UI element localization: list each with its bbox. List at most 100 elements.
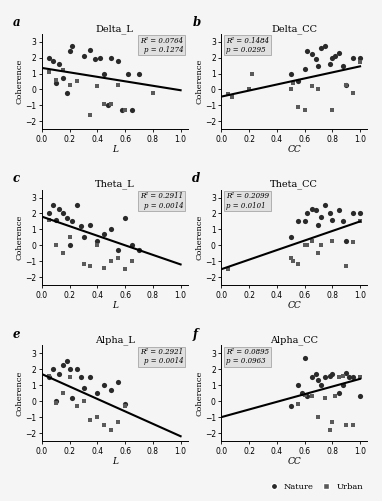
Point (357, 373, 363, 381)
Point (108, 386, 114, 394)
Point (53, 216, 59, 224)
Title: Alpha_L: Alpha_L (95, 336, 135, 345)
Point (336, 389, 342, 397)
Point (322, 373, 329, 381)
X-axis label: CC: CC (287, 301, 301, 310)
Point (318, 241, 324, 249)
Y-axis label: Coherence: Coherence (16, 214, 24, 260)
Point (343, 81, 349, 89)
Point (70, 394, 76, 402)
Point (53, 76, 59, 84)
Point (46, 372, 52, 380)
Point (101, 100, 107, 108)
Point (53, 241, 59, 249)
Point (357, 54, 363, 62)
Point (301, 354, 308, 362)
Point (122, 106, 128, 114)
Point (66, 241, 73, 249)
Point (290, 257, 296, 265)
Point (94, 241, 100, 249)
Point (46, 68, 52, 76)
Point (73, 78, 79, 86)
Title: Delta_L: Delta_L (96, 24, 134, 34)
Point (316, 413, 322, 421)
Title: Theta_L: Theta_L (95, 180, 134, 189)
Legend: Nature, Urban: Nature, Urban (262, 479, 366, 494)
Point (53, 397, 59, 405)
Point (309, 392, 315, 400)
Point (304, 209, 311, 217)
Point (295, 217, 301, 225)
Point (81, 384, 87, 392)
Point (81, 233, 87, 241)
Point (136, 246, 142, 254)
Point (94, 413, 100, 421)
Point (73, 365, 79, 373)
Point (350, 209, 356, 217)
Point (309, 82, 315, 90)
Point (340, 217, 346, 225)
Point (87, 111, 94, 119)
Point (340, 62, 346, 70)
Point (312, 55, 319, 63)
Point (346, 373, 352, 381)
Point (309, 373, 315, 381)
Point (301, 106, 308, 114)
Point (66, 373, 73, 381)
Point (50, 201, 56, 209)
Point (318, 381, 324, 389)
Point (70, 43, 76, 51)
Point (249, 70, 255, 78)
Text: d: d (192, 172, 201, 185)
Point (87, 220, 94, 228)
Text: R² = 0.1484
p = 0.0295: R² = 0.1484 p = 0.0295 (226, 37, 269, 54)
Point (357, 392, 363, 400)
Text: R² = 0.2921
p = 0.0014: R² = 0.2921 p = 0.0014 (140, 348, 183, 366)
Point (129, 106, 135, 114)
Point (60, 66, 66, 74)
Point (329, 106, 335, 114)
Point (350, 421, 356, 429)
Point (295, 261, 301, 269)
Point (350, 373, 356, 381)
Point (122, 402, 128, 410)
Y-axis label: Coherence: Coherence (195, 59, 203, 104)
Point (115, 81, 121, 89)
Point (301, 65, 308, 73)
Point (316, 249, 322, 258)
Point (101, 70, 107, 78)
Point (81, 52, 87, 60)
Point (87, 262, 94, 270)
Point (55, 370, 62, 378)
Point (295, 381, 301, 389)
Point (97, 54, 103, 62)
Point (332, 392, 338, 400)
Text: a: a (13, 16, 20, 29)
Point (122, 214, 128, 222)
Y-axis label: Coherence: Coherence (16, 371, 24, 416)
Point (73, 201, 79, 209)
Point (318, 44, 324, 52)
Text: c: c (13, 172, 20, 185)
Point (64, 357, 70, 365)
Title: Alpha_CC: Alpha_CC (270, 336, 318, 345)
Point (60, 209, 66, 217)
Point (66, 233, 73, 241)
Point (316, 86, 322, 94)
Point (350, 54, 356, 62)
Point (125, 70, 131, 78)
Point (66, 81, 73, 89)
Point (288, 70, 294, 78)
Y-axis label: Coherence: Coherence (195, 214, 203, 260)
Point (327, 426, 333, 434)
Point (350, 89, 356, 97)
Point (316, 376, 322, 384)
Point (246, 86, 252, 94)
Point (46, 54, 52, 62)
Point (304, 47, 311, 55)
Point (70, 217, 76, 225)
Point (329, 54, 335, 62)
Point (119, 106, 125, 114)
Point (299, 389, 305, 397)
Point (336, 49, 342, 57)
